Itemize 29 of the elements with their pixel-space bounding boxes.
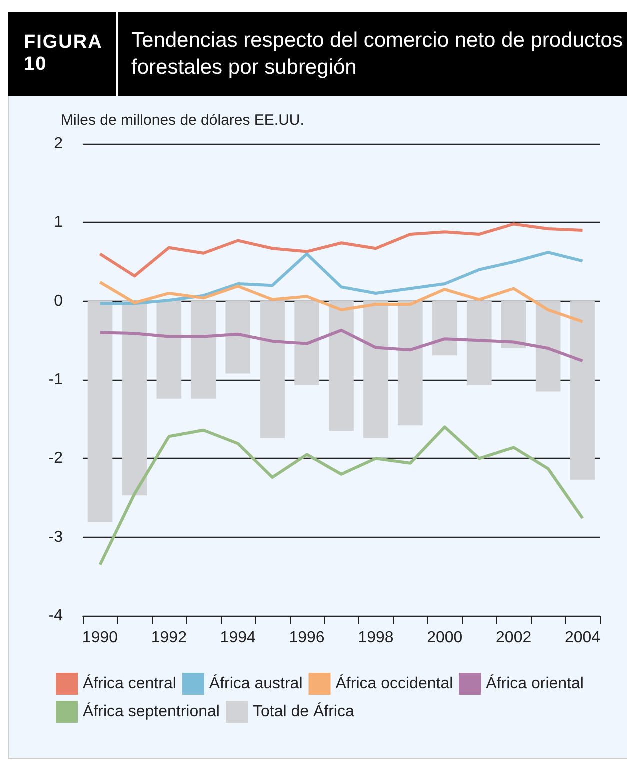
legend-label: África austral bbox=[209, 674, 303, 692]
x-tick-label: 1998 bbox=[358, 630, 394, 646]
line-series bbox=[98, 328, 584, 363]
x-tick-label: 1996 bbox=[289, 630, 325, 646]
line-series bbox=[98, 426, 584, 566]
y-axis-title: Miles de millones de dólares EE.UU. bbox=[61, 112, 304, 129]
x-tick-label: 2004 bbox=[564, 630, 601, 646]
x-tick-label: 2002 bbox=[496, 630, 532, 646]
legend-label: África central bbox=[83, 674, 176, 692]
chart-title: FIGURA 10 bbox=[23, 32, 104, 76]
legend-label: África oriental bbox=[486, 674, 584, 692]
y-tick-label: 1 bbox=[54, 214, 64, 232]
legend-label: África septentrional bbox=[83, 702, 220, 720]
line-series bbox=[98, 280, 584, 324]
x-tick-label: 1994 bbox=[220, 630, 256, 646]
legend-label: África occidental bbox=[336, 674, 454, 692]
x-tick-label: 2000 bbox=[427, 630, 463, 646]
y-tick-label: 0 bbox=[54, 292, 64, 310]
x-tick-label: 1990 bbox=[82, 630, 118, 646]
x-tick-label: 1992 bbox=[151, 630, 188, 646]
y-tick-label: 2 bbox=[54, 136, 64, 152]
line-series bbox=[98, 222, 584, 278]
y-tick-label: -3 bbox=[48, 528, 64, 546]
chart-subtitle: Tendencias respecto del comercio neto de productos forestales por subregión bbox=[132, 28, 624, 81]
legend-label: Total de África bbox=[252, 702, 354, 720]
line-series bbox=[98, 251, 584, 306]
y-tick-label: -2 bbox=[48, 450, 64, 468]
y-tick-label: -1 bbox=[48, 372, 64, 388]
y-tick-label: -4 bbox=[48, 608, 64, 624]
